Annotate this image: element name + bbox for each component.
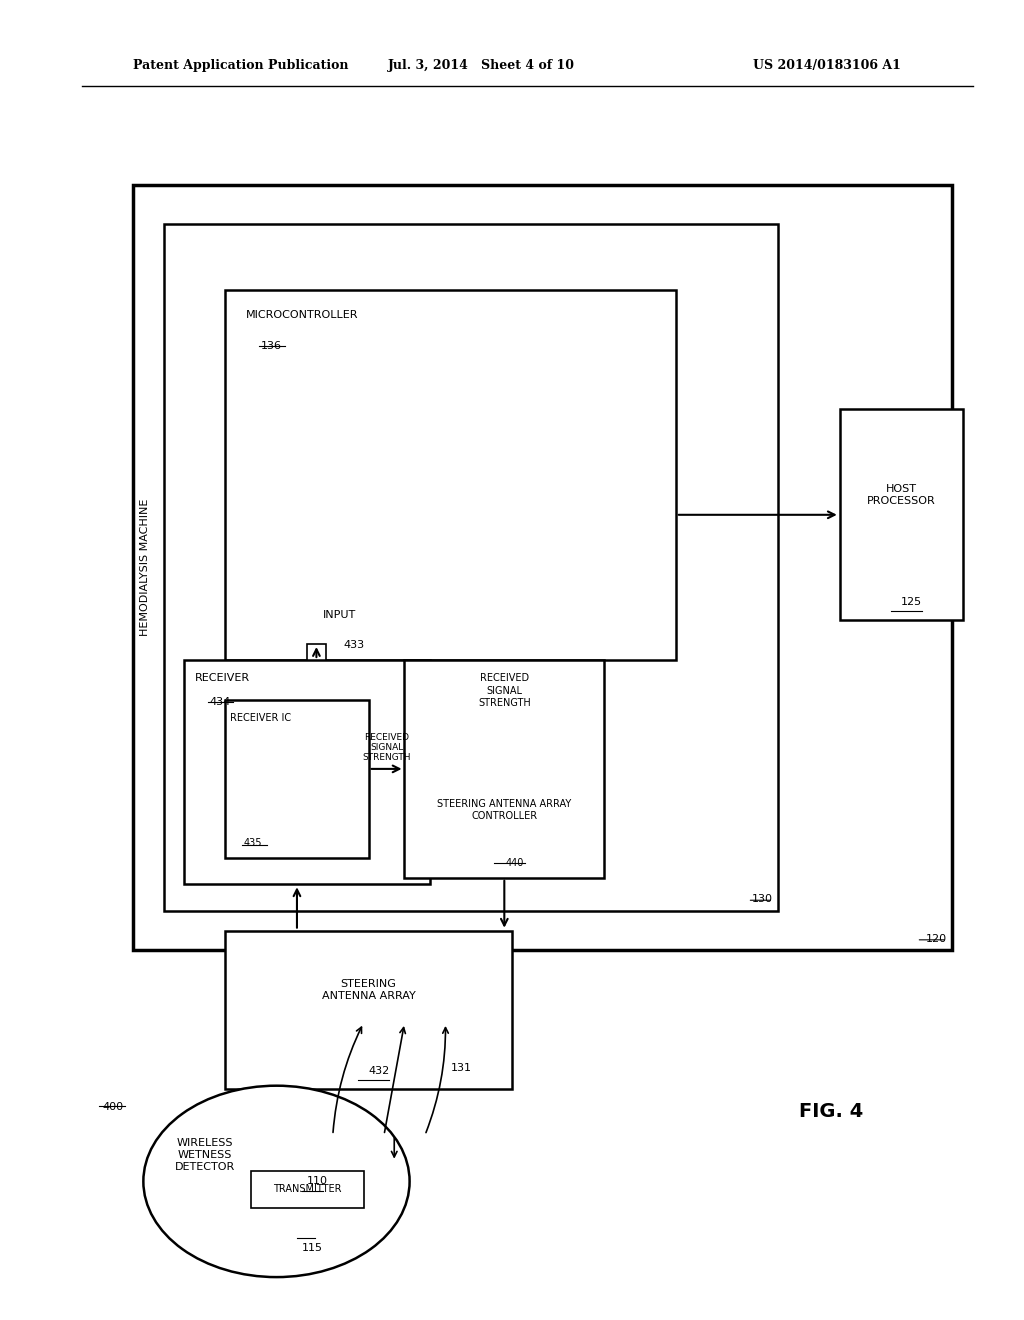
- Text: 432: 432: [369, 1065, 389, 1076]
- FancyBboxPatch shape: [184, 660, 430, 884]
- FancyBboxPatch shape: [404, 660, 604, 878]
- FancyBboxPatch shape: [307, 644, 326, 664]
- Text: 435: 435: [244, 838, 262, 849]
- Text: STEERING ANTENNA ARRAY
CONTROLLER: STEERING ANTENNA ARRAY CONTROLLER: [437, 799, 571, 821]
- FancyBboxPatch shape: [225, 700, 369, 858]
- FancyBboxPatch shape: [225, 931, 512, 1089]
- Text: RECEIVED
SIGNAL
STRENGTH: RECEIVED SIGNAL STRENGTH: [478, 673, 530, 708]
- Text: 434: 434: [210, 697, 231, 708]
- Text: 130: 130: [752, 894, 773, 904]
- Text: 400: 400: [102, 1102, 124, 1113]
- Text: RECEIVER IC: RECEIVER IC: [230, 713, 292, 723]
- Text: Patent Application Publication: Patent Application Publication: [133, 59, 348, 73]
- Ellipse shape: [143, 1085, 410, 1278]
- Text: 131: 131: [451, 1063, 472, 1073]
- Text: 125: 125: [901, 597, 922, 607]
- Text: RECEIVER: RECEIVER: [195, 673, 250, 684]
- Text: HEMODIALYSIS MACHINE: HEMODIALYSIS MACHINE: [140, 499, 151, 636]
- Text: TRANSMITTER: TRANSMITTER: [273, 1184, 341, 1195]
- Text: WIRELESS
WETNESS
DETECTOR: WIRELESS WETNESS DETECTOR: [175, 1138, 234, 1172]
- FancyBboxPatch shape: [133, 185, 952, 950]
- Text: 136: 136: [261, 341, 283, 351]
- Text: HOST
PROCESSOR: HOST PROCESSOR: [866, 484, 936, 506]
- Text: RECEIVED
SIGNAL
STRENGTH: RECEIVED SIGNAL STRENGTH: [362, 733, 411, 762]
- Text: US 2014/0183106 A1: US 2014/0183106 A1: [754, 59, 901, 73]
- Text: 115: 115: [302, 1243, 324, 1254]
- Text: Jul. 3, 2014   Sheet 4 of 10: Jul. 3, 2014 Sheet 4 of 10: [388, 59, 574, 73]
- Text: STEERING
ANTENNA ARRAY: STEERING ANTENNA ARRAY: [322, 979, 416, 1001]
- Text: FIG. 4: FIG. 4: [799, 1102, 863, 1121]
- Text: 440: 440: [506, 858, 523, 869]
- Text: 120: 120: [926, 933, 947, 944]
- Text: MICROCONTROLLER: MICROCONTROLLER: [246, 310, 358, 321]
- FancyBboxPatch shape: [251, 1171, 364, 1208]
- Text: 110: 110: [307, 1176, 329, 1187]
- FancyBboxPatch shape: [164, 224, 778, 911]
- Text: 433: 433: [343, 640, 365, 651]
- Text: INPUT: INPUT: [323, 610, 355, 620]
- FancyBboxPatch shape: [840, 409, 963, 620]
- FancyBboxPatch shape: [225, 290, 676, 660]
